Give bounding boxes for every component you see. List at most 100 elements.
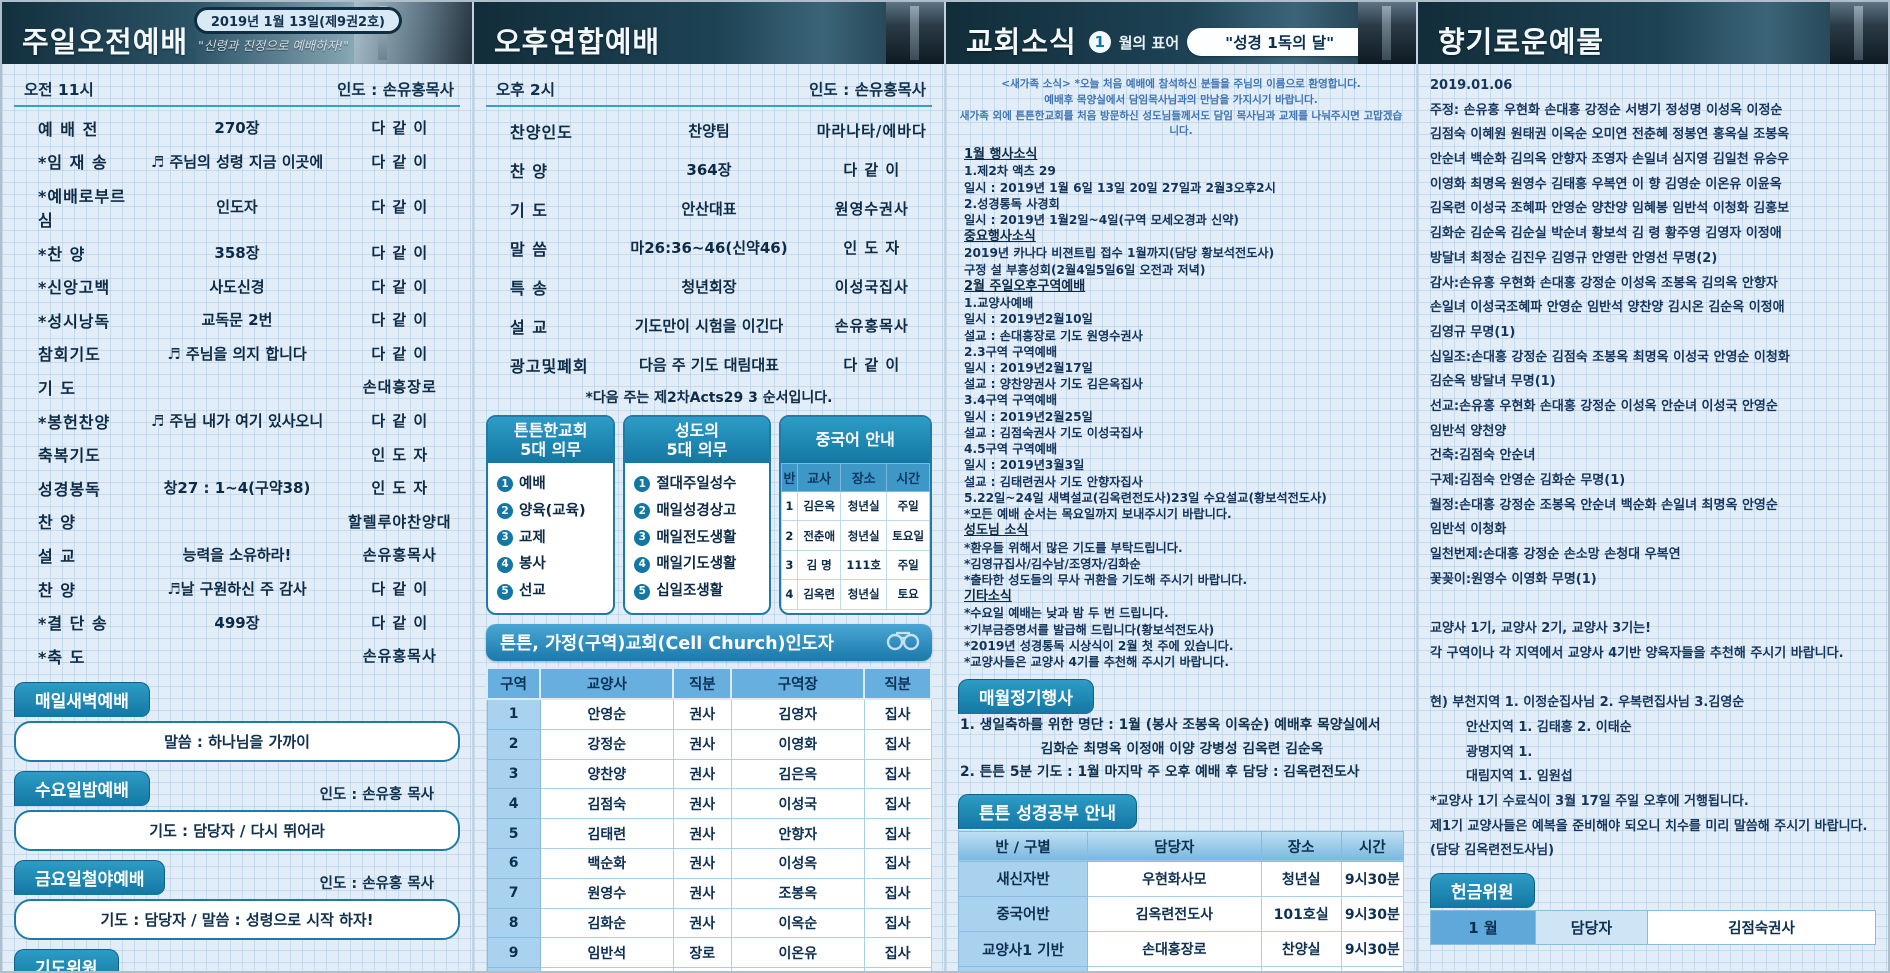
table-cell bbox=[134, 370, 339, 404]
service-meta-row: 오후 2시 인도 : 손유홍목사 bbox=[486, 74, 932, 107]
table-cell bbox=[134, 639, 339, 673]
table-cell: 집사 bbox=[863, 728, 932, 760]
table-cell: 권사 bbox=[672, 877, 732, 909]
table-cell: 찬양실 bbox=[1260, 966, 1342, 971]
table-row: 기 도 손대흥장로 bbox=[14, 370, 460, 404]
duty-item: 4 봉사 bbox=[497, 551, 609, 578]
panel4-body: 2019.01.06 주정: 손유홍 우현화 손대홍 강정순 서병기 정성명 이성… bbox=[1418, 64, 1888, 971]
table-row: 4 김점숙 권사 이성국 집사 bbox=[486, 788, 932, 820]
table-row: 찬 양 할렐루야찬양대 bbox=[14, 505, 460, 539]
text-line: *모든 예배 순서는 목요일까지 보내주시기 바랍니다. bbox=[964, 507, 1232, 521]
panel-afternoon-united-worship: 오후연합예배 오후 2시 인도 : 손유홍목사 찬양인도 찬양팀 마라나타/에바다 찬… bbox=[472, 2, 944, 971]
table-cell: 새신자반 bbox=[957, 860, 1089, 897]
offering-committee-row: 1 월 담당자 김점숙권사 bbox=[1430, 910, 1876, 945]
table-cell: 토요일 bbox=[886, 520, 930, 551]
offering-month: 1 월 bbox=[1431, 911, 1536, 944]
table-cell: 찬양인도 bbox=[510, 122, 573, 142]
table-cell: *찬 양 bbox=[38, 244, 86, 264]
duty-label: 교제 bbox=[519, 529, 546, 546]
table-row: 말 씀 마26:36~46(신약46) 인 도 자 bbox=[486, 228, 932, 267]
table-cell: 인 도 자 bbox=[843, 239, 901, 257]
table-row: 5 김태련 권사 안향자 집사 bbox=[486, 818, 932, 849]
table-cell: 9시30분 bbox=[1340, 860, 1405, 897]
table-cell: 담당 bbox=[672, 967, 732, 971]
text-line: *출타한 성도들의 무사 귀환을 기도해 주시기 바랍니다. bbox=[964, 572, 1248, 587]
table-cell: 364장 bbox=[686, 161, 732, 179]
text-line: 김점숙 이혜원 원태권 이옥순 오미연 전춘혜 정봉연 홍옥실 조봉옥 bbox=[1430, 127, 1790, 143]
table-cell: 집사 bbox=[863, 758, 932, 790]
monthly-events-lines: 1. 생일축하를 위한 명단 : 1월 (봉사 조봉옥 이옥순) 예배후 목양실… bbox=[958, 714, 1404, 784]
table-row: *신앙고백 사도신경 다 같 이 bbox=[14, 269, 460, 303]
table-cell: 다 같 이 bbox=[371, 613, 429, 632]
panel-church-news: 교회소식 1 월의 표어 "성경 1독의 달" <새가족 소식> *오늘 처음 … bbox=[944, 2, 1416, 971]
duty-label: 양육(교육) bbox=[519, 502, 586, 519]
wednesday-night-box: 기도 : 담당자 / 다시 뛰어라 bbox=[14, 809, 460, 851]
text-line: 일시 : 2019년 1월 6일 13일 20일 27일과 2월3오후2시 bbox=[964, 180, 1276, 195]
table-cell: 손대흥장로 bbox=[362, 378, 437, 397]
duty-item: 1 절대주일성수 bbox=[634, 471, 764, 498]
cell-church-leaders-table: 구역 교양사 직분 구역장 직분 1 안영순 권사 김영자 집사 2 강정순 권사 이영화 집사 3 양찬양 권사… bbox=[485, 667, 932, 971]
chinese-class-title: 중국어 안내 bbox=[780, 417, 930, 463]
table-cell: 예 배 전 bbox=[38, 119, 99, 139]
table-cell: 손유홍목사 bbox=[834, 317, 909, 335]
number-badge: 5 bbox=[634, 583, 651, 600]
monthly-motto: 1 월의 표어 "성경 1독의 달" bbox=[1088, 28, 1373, 56]
table-cell: ♬ 주님을 의지 합니다 bbox=[167, 344, 307, 363]
table-cell: 10 bbox=[486, 967, 541, 971]
duty-boxes: 튼튼한교회 5대 의무 1 예배 2 양육(교육) 3 교제 4 봉사 5 선교 성도의 5대 의… bbox=[486, 415, 932, 616]
table-row: 9 임반석 장로 이온유 집사 bbox=[486, 937, 932, 969]
text-line: <새가족 소식> *오늘 처음 예배에 참석하신 분들을 주님의 이름으로 환영… bbox=[1001, 78, 1361, 90]
duty-item: 2 양육(교육) bbox=[497, 498, 609, 525]
tab-daily-dawn-service: 매일새벽예배 bbox=[14, 681, 150, 717]
panel-fragrant-offerings: 향기로운예물 2019.01.06 주정: 손유홍 우현화 손대홍 강정순 서병기… bbox=[1416, 2, 1888, 971]
offering-committee-section: 헌금위원 bbox=[1430, 873, 1876, 908]
table-row: 교양사1 기반 손대홍장로 찬양실 9시30분 bbox=[957, 931, 1405, 968]
table-cell: 3 bbox=[780, 549, 799, 581]
table-cell: 김옥련전도사 bbox=[1087, 895, 1262, 933]
issue-date-text: 2019년 1월 13일(제9권2호) bbox=[196, 10, 399, 31]
text-line: 방달녀 최정순 김진우 김영규 안영란 안영선 무명(2) bbox=[1430, 250, 1718, 266]
table-cell: 안향자 bbox=[730, 818, 865, 849]
table-cell: 토요 bbox=[886, 579, 930, 610]
text-line: 교양사 1기, 교양사 2기, 교양사 3기는! bbox=[1430, 621, 1652, 637]
chinese-class-box: 중국어 안내 반 교사 장소 시간 1 김은옥 청년실 주일 2 전춘애 청년실 토요일 3 김 명 111… bbox=[778, 415, 932, 616]
table-cell: 찬 양 bbox=[510, 161, 549, 181]
text-line: 십일조:손대홍 강정순 김점숙 조봉옥 최명옥 이성국 안영순 이청화 bbox=[1430, 349, 1790, 365]
table-cell: 원영수권사 bbox=[834, 200, 909, 218]
table-cell: 다 같 이 bbox=[843, 161, 901, 179]
table-row: *찬 양 358장 다 같 이 bbox=[14, 236, 460, 270]
table-cell: 안산대표 bbox=[681, 200, 737, 218]
column-header: 시간 bbox=[1340, 830, 1405, 862]
binoculars-icon bbox=[886, 631, 920, 651]
text-line: 1.제2차 액츠 29 bbox=[964, 164, 1056, 179]
text-line: 1월 행사소식 bbox=[964, 147, 1038, 162]
table-cell: 찬 양 bbox=[38, 580, 77, 600]
bible-study-table: 반 / 구별 담당자 장소 시간 새신자반 우현화사모 청년실 9시30분 중국어반 김옥련전도사… bbox=[957, 830, 1405, 971]
table-cell: 권사 bbox=[672, 728, 732, 760]
text-line: 설교 : 김태련권사 기도 안향자집사 bbox=[964, 474, 1143, 489]
section-leader bbox=[434, 715, 460, 717]
table-cell: 찬양팀 bbox=[688, 122, 730, 140]
table-cell: 8 bbox=[486, 907, 541, 939]
table-row: 2 전춘애 청년실 토요일 bbox=[780, 520, 930, 551]
table-row: *성시낭독 교독문 2번 다 같 이 bbox=[14, 303, 460, 337]
text-line: 대림지역 1. 임원섭 bbox=[1466, 769, 1573, 785]
table-cell: 임반석 bbox=[539, 937, 674, 969]
table-cell: 다 같 이 bbox=[371, 412, 429, 431]
table-header-row: 구역 교양사 직분 구역장 직분 bbox=[485, 667, 932, 701]
friday-vigil-box: 기도 : 담당자 / 말씀 : 성령으로 시작 하자! bbox=[14, 898, 460, 940]
next-week-note: *다음 주는 제2차Acts29 3 순서입니다. bbox=[585, 390, 833, 406]
daily-dawn-box: 말씀 : 하나님을 가까이 bbox=[14, 720, 460, 762]
text-line: 제1기 교양사들은 예복을 준비해야 되오니 치수를 미리 말씀해 주시기 바랍… bbox=[1430, 818, 1868, 859]
table-cell: 이옥순 bbox=[730, 907, 865, 939]
table-cell: 이성국집사 bbox=[834, 278, 909, 296]
text-line: 주정: 손유홍 우현화 손대홍 강정순 서병기 정성명 이성옥 이정순 bbox=[1430, 102, 1783, 118]
table-row: *축 도 손유홍목사 bbox=[14, 639, 460, 673]
morning-worship-order-table: 예 배 전 270장 다 같 이 *임 재 송 ♬ 주님의 성령 지금 이곳에 다 같 이… bbox=[14, 111, 460, 673]
text-line: 4.5구역 구역예배 bbox=[964, 442, 1058, 457]
table-cell: 안영순 bbox=[539, 698, 674, 730]
table-cell: 권사 bbox=[672, 698, 732, 730]
table-cell: 사도신경 bbox=[209, 277, 265, 296]
offering-name: 김점숙권사 bbox=[1648, 911, 1875, 944]
